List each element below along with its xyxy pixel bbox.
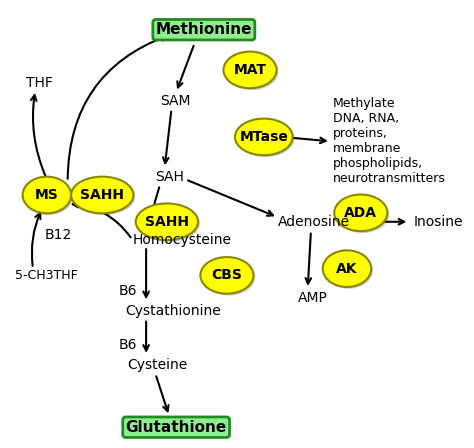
Ellipse shape <box>223 52 276 88</box>
Ellipse shape <box>237 121 294 157</box>
Text: SAHH: SAHH <box>145 215 189 229</box>
Ellipse shape <box>201 257 254 294</box>
Text: SAH: SAH <box>155 170 184 184</box>
Text: Cystathionine: Cystathionine <box>125 304 221 318</box>
Text: MTase: MTase <box>239 130 288 144</box>
Text: AMP: AMP <box>297 291 327 305</box>
Ellipse shape <box>73 178 135 215</box>
Text: Methylate
DNA, RNA,
proteins,
membrane
phospholipids,
neurotransmitters: Methylate DNA, RNA, proteins, membrane p… <box>333 97 446 185</box>
Text: SAM: SAM <box>160 94 191 108</box>
Ellipse shape <box>202 259 255 296</box>
Ellipse shape <box>336 196 389 233</box>
Text: THF: THF <box>26 76 53 90</box>
Text: B6: B6 <box>118 284 137 298</box>
Text: SAHH: SAHH <box>80 188 124 202</box>
Text: Glutathione: Glutathione <box>126 420 227 435</box>
Ellipse shape <box>137 205 200 242</box>
Text: ADA: ADA <box>344 206 377 220</box>
Text: 5-CH3THF: 5-CH3THF <box>15 269 77 282</box>
Text: MS: MS <box>35 188 59 202</box>
Text: MAT: MAT <box>234 63 266 77</box>
Text: Cysteine: Cysteine <box>128 358 188 372</box>
Ellipse shape <box>23 177 71 213</box>
Text: AK: AK <box>336 262 358 276</box>
Ellipse shape <box>323 250 371 287</box>
Text: Methionine: Methionine <box>155 22 252 37</box>
Text: Homocysteine: Homocysteine <box>132 233 231 247</box>
Text: Adenosine: Adenosine <box>278 215 350 229</box>
Text: CBS: CBS <box>211 268 242 282</box>
Ellipse shape <box>235 119 293 155</box>
Ellipse shape <box>136 203 198 240</box>
Ellipse shape <box>225 53 278 90</box>
Text: Inosine: Inosine <box>414 215 464 229</box>
Ellipse shape <box>71 177 133 213</box>
Text: B12: B12 <box>45 228 72 242</box>
Ellipse shape <box>325 252 373 289</box>
Text: B6: B6 <box>118 338 137 352</box>
Ellipse shape <box>25 178 73 215</box>
Ellipse shape <box>334 194 387 231</box>
